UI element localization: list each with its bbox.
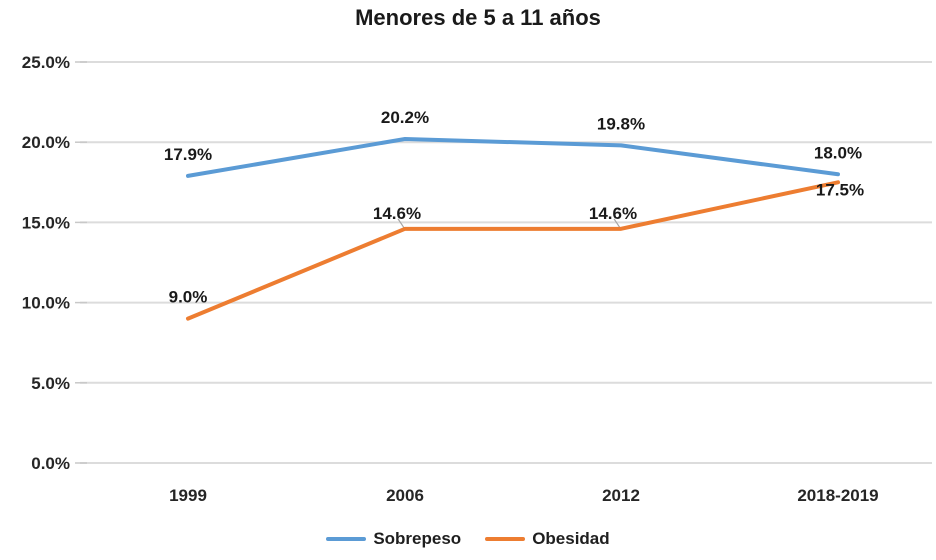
y-tick-label: 5.0% bbox=[31, 374, 70, 393]
y-tick-label: 20.0% bbox=[22, 133, 70, 152]
legend-line-swatch-sobrepeso bbox=[326, 537, 367, 541]
x-axis-label: 2012 bbox=[602, 486, 640, 505]
series-line-sobrepeso bbox=[186, 136, 840, 178]
x-axis-label: 2006 bbox=[386, 486, 424, 505]
legend: Sobrepeso Obesidad bbox=[0, 524, 936, 554]
data-label-obesidad: 9.0% bbox=[169, 288, 208, 307]
x-axis-label: 2018-2019 bbox=[797, 486, 878, 505]
data-label-obesidad: 14.6% bbox=[373, 204, 421, 223]
chart-title: Menores de 5 a 11 años bbox=[355, 5, 601, 30]
y-tick-label: 25.0% bbox=[22, 53, 70, 72]
legend-label-sobrepeso: Sobrepeso bbox=[373, 529, 462, 548]
data-label-obesidad: 17.5% bbox=[816, 180, 864, 199]
data-label-sobrepeso: 20.2% bbox=[381, 108, 429, 127]
legend-label-obesidad: Obesidad bbox=[532, 529, 610, 548]
y-tick-label: 15.0% bbox=[22, 213, 70, 232]
legend-line-swatch-obesidad bbox=[485, 537, 526, 541]
data-label-sobrepeso: 18.0% bbox=[814, 143, 862, 162]
series-line-obesidad bbox=[186, 180, 840, 321]
legend-item-obesidad: Obesidad bbox=[485, 529, 610, 549]
data-label-sobrepeso: 17.9% bbox=[164, 145, 212, 164]
y-tick-label: 0.0% bbox=[31, 454, 70, 473]
data-label-sobrepeso: 19.8% bbox=[597, 114, 645, 133]
x-axis-label: 1999 bbox=[169, 486, 207, 505]
legend-item-sobrepeso: Sobrepeso bbox=[326, 529, 461, 549]
data-label-leader-line bbox=[613, 218, 621, 229]
data-label-obesidad: 14.6% bbox=[589, 204, 637, 223]
data-label-leader-line bbox=[397, 218, 405, 229]
y-tick-label: 10.0% bbox=[22, 294, 70, 313]
